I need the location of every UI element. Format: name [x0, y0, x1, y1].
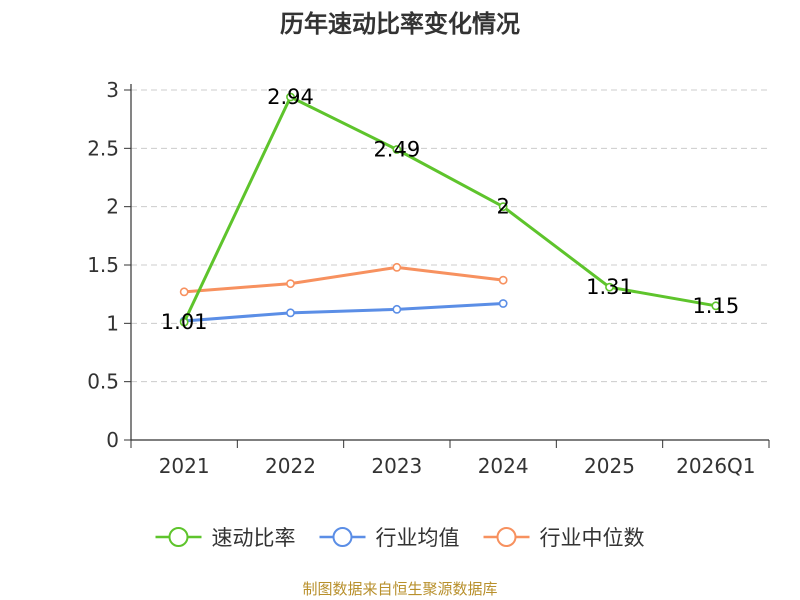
data-point[interactable] [498, 299, 508, 308]
legend-symbol-marker[interactable] [496, 527, 517, 547]
legend-symbol-marker[interactable] [168, 527, 189, 547]
data-source-note: 制图数据来自恒生聚源数据库 [302, 580, 498, 598]
x-tick-label: 2022 [265, 454, 316, 478]
y-tick-label: 1 [106, 311, 119, 335]
x-tick-label: 2021 [159, 454, 210, 478]
data-label: 1.15 [692, 294, 739, 318]
legend-label: 行业均值 [376, 526, 460, 550]
y-tick-label: 0.5 [87, 370, 119, 394]
data-point[interactable] [286, 279, 295, 289]
chart-title: 历年速动比率变化情况 [280, 10, 520, 38]
x-tick-label: 2023 [371, 454, 422, 478]
data-label: 1.31 [586, 275, 633, 299]
legend-label: 速动比率 [212, 526, 296, 550]
x-tick-label: 2026Q1 [676, 454, 755, 478]
data-point[interactable] [179, 317, 189, 327]
data-point[interactable] [392, 145, 402, 154]
data-point[interactable] [605, 282, 614, 292]
data-point[interactable] [392, 304, 402, 314]
y-tick-label: 2 [106, 195, 119, 219]
data-point[interactable] [286, 92, 295, 102]
x-tick-label: 2024 [478, 454, 529, 478]
data-label: 2.49 [373, 138, 420, 162]
data-label: 1.01 [161, 310, 208, 334]
data-point[interactable] [179, 287, 189, 297]
y-tick-label: 0 [106, 428, 119, 452]
y-tick-label: 1.5 [87, 253, 119, 277]
legend-label: 行业中位数 [540, 526, 645, 550]
data-point[interactable] [711, 301, 721, 311]
y-tick-label: 2.5 [87, 136, 119, 160]
y-tick-label: 3 [106, 78, 119, 102]
data-label: 2 [496, 195, 509, 219]
data-point[interactable] [498, 202, 508, 212]
data-label: 2.94 [267, 85, 314, 109]
data-point[interactable] [392, 262, 402, 272]
x-tick-label: 2025 [584, 454, 635, 478]
data-point[interactable] [498, 275, 508, 285]
data-point[interactable] [286, 308, 295, 318]
series-line-2 [184, 265, 504, 294]
series-line-0 [182, 95, 717, 323]
series-line-1 [184, 302, 504, 323]
legend-symbol-marker[interactable] [332, 527, 353, 547]
